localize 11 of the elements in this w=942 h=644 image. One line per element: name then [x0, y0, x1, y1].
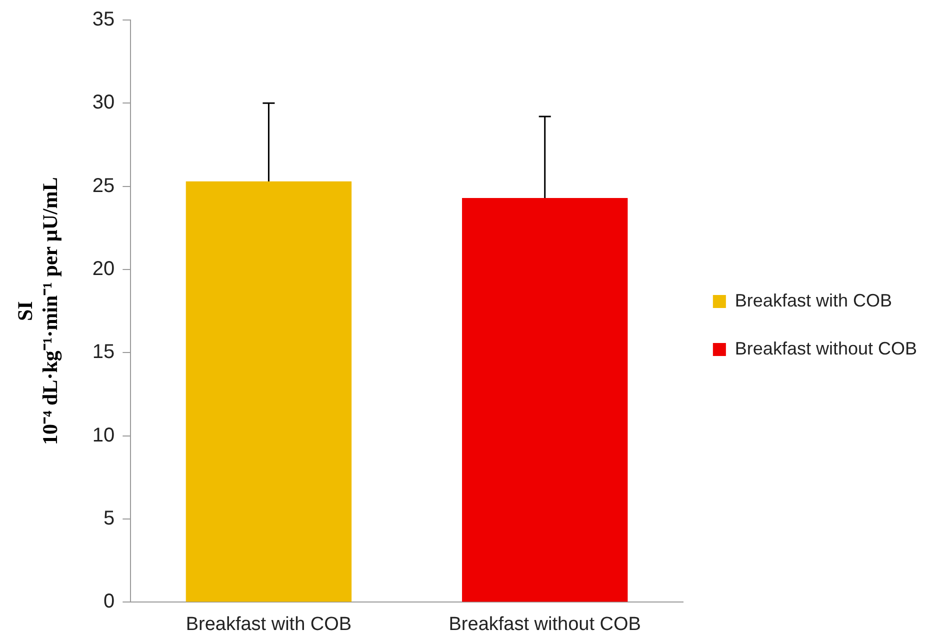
y-tick-label: 10: [92, 424, 115, 446]
y-tick-label: 0: [104, 590, 115, 613]
y-tick-label: 30: [92, 92, 115, 114]
y-axis-title: SI 10⁻⁴ dL·kg⁻¹·min⁻¹ per μU/mL: [13, 177, 62, 446]
y-tick-label: 5: [104, 508, 115, 530]
y-tick-label: 35: [92, 8, 115, 31]
y-tick-label: 20: [92, 258, 115, 280]
y-tick-label: 25: [92, 174, 115, 197]
y-tick-label: 15: [92, 341, 115, 364]
legend-label: Breakfast without COB: [734, 338, 918, 358]
legend-label: Breakfast with COB: [734, 290, 892, 310]
